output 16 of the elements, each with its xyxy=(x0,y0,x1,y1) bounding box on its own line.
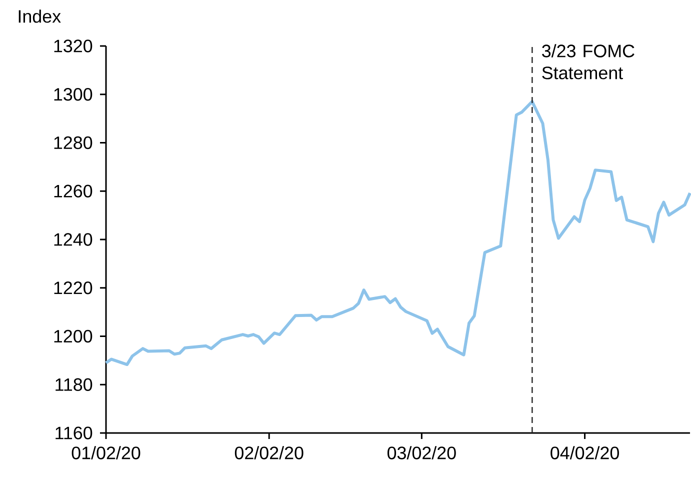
y-tick-label: 1300 xyxy=(54,88,92,101)
y-tick-label: 1220 xyxy=(54,282,92,294)
y-tick-label: 1240 xyxy=(54,233,92,246)
x-tick-label: 04/02/20 xyxy=(550,446,619,460)
y-tick-label: 1200 xyxy=(54,330,92,343)
y-tick-label: 1160 xyxy=(56,426,92,440)
line-series xyxy=(104,100,691,366)
y-tick-label: 1320 xyxy=(54,40,92,52)
y-tick-label: 1180 xyxy=(56,378,92,391)
y-tick-label: 1260 xyxy=(54,184,92,198)
x-tick-label: 03/02/20 xyxy=(387,446,456,460)
ref-line-label: 3/23 FOMC Statement xyxy=(542,44,634,80)
y-tick-label: 1280 xyxy=(54,136,92,150)
y-axis-title: Index xyxy=(18,10,61,23)
x-tick-label: 01/02/20 xyxy=(72,446,140,460)
x-tick-label: 02/02/20 xyxy=(234,446,304,460)
